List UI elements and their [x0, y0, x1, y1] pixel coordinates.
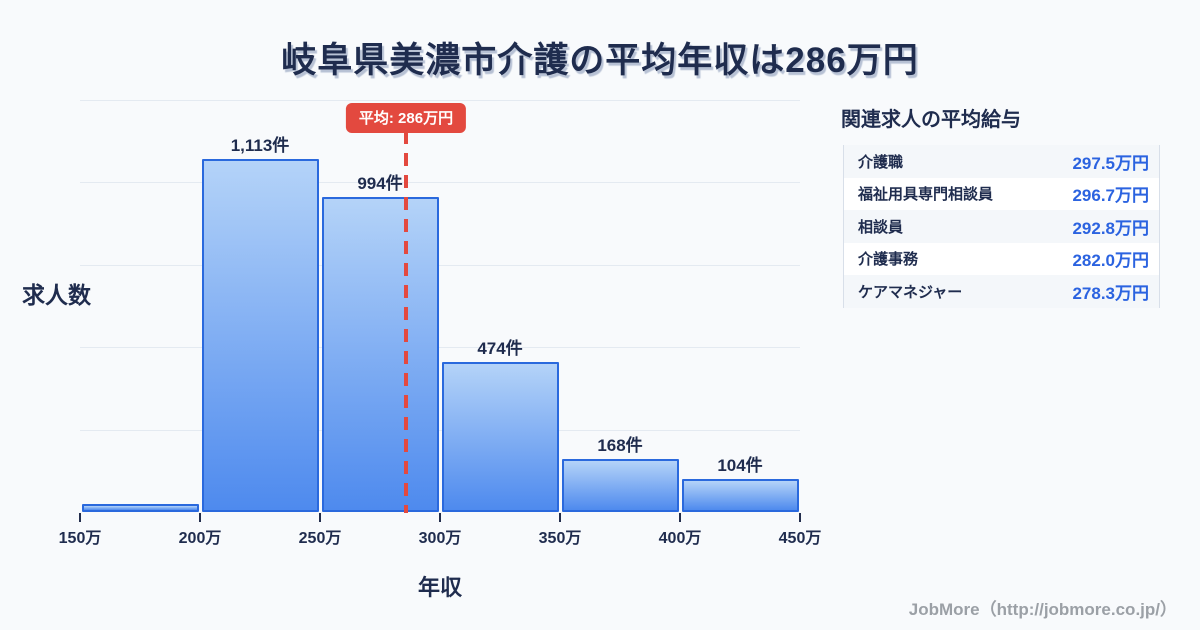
- job-name: 福祉用具専門相談員: [858, 186, 994, 204]
- gridline: [80, 182, 800, 183]
- table-row: 介護事務 282.0万円: [844, 242, 1159, 275]
- y-axis-title: 求人数: [22, 282, 91, 308]
- x-axis-tick: [79, 513, 81, 522]
- x-axis-tick-label: 300万: [418, 530, 462, 547]
- table-row: ケアマネジャー 278.3万円: [844, 275, 1159, 308]
- related-jobs-heading: 関連求人の平均給与: [841, 109, 1021, 131]
- x-axis-title: 年収: [417, 575, 463, 600]
- table-row: 介護職 297.5万円: [844, 145, 1159, 178]
- gridline: [80, 100, 800, 101]
- job-salary: 296.7万円: [1072, 186, 1149, 206]
- job-salary: 292.8万円: [1072, 218, 1149, 238]
- x-axis-tick-label: 400万: [658, 530, 702, 547]
- gridline: [80, 347, 800, 348]
- histogram-bar: [321, 197, 439, 512]
- x-axis-tick: [799, 513, 801, 522]
- x-axis-tick: [319, 513, 321, 522]
- bar-value-label: 1,113件: [230, 136, 290, 155]
- histogram-bar: [681, 479, 799, 512]
- average-dashed-line: [404, 131, 408, 513]
- gridline: [80, 430, 800, 431]
- job-salary: 297.5万円: [1072, 153, 1149, 173]
- page-title: 岐阜県美濃市介護の平均年収は286万円: [281, 41, 919, 80]
- x-axis-tick: [559, 513, 561, 522]
- job-name: 介護事務: [858, 251, 919, 269]
- x-axis-tick: [199, 513, 201, 522]
- bar-value-label: 168件: [597, 436, 643, 455]
- job-name: 相談員: [858, 218, 904, 236]
- table-row: 福祉用具専門相談員 296.7万円: [844, 177, 1159, 210]
- average-badge: 平均: 286万円: [345, 103, 467, 133]
- x-axis-tick-label: 350万: [538, 530, 582, 547]
- bar-value-label: 474件: [477, 339, 523, 358]
- related-jobs-table: 介護職 297.5万円 福祉用具専門相談員 296.7万円 相談員 292.8万…: [843, 145, 1160, 308]
- x-axis-tick: [679, 513, 681, 522]
- job-name: ケアマネジャー: [858, 283, 963, 301]
- job-salary: 278.3万円: [1072, 283, 1149, 303]
- histogram-bar: [441, 362, 559, 512]
- x-axis-tick-label: 450万: [778, 530, 822, 547]
- x-axis-tick-label: 250万: [298, 530, 342, 547]
- x-axis-tick: [439, 513, 441, 522]
- credit-footer: JobMore（http://jobmore.co.jp/）: [908, 600, 1177, 619]
- histogram-bar: [561, 459, 679, 512]
- job-salary: 282.0万円: [1072, 251, 1149, 271]
- histogram-bar: [201, 159, 319, 512]
- bar-value-label: 994件: [357, 174, 403, 193]
- x-axis-tick-label: 150万: [58, 530, 102, 547]
- job-name: 介護職: [858, 153, 904, 171]
- gridline: [80, 265, 800, 266]
- table-row: 相談員 292.8万円: [844, 210, 1159, 243]
- histogram-bar: [81, 504, 199, 512]
- bar-value-label: 104件: [717, 456, 763, 475]
- x-axis-tick-label: 200万: [178, 530, 222, 547]
